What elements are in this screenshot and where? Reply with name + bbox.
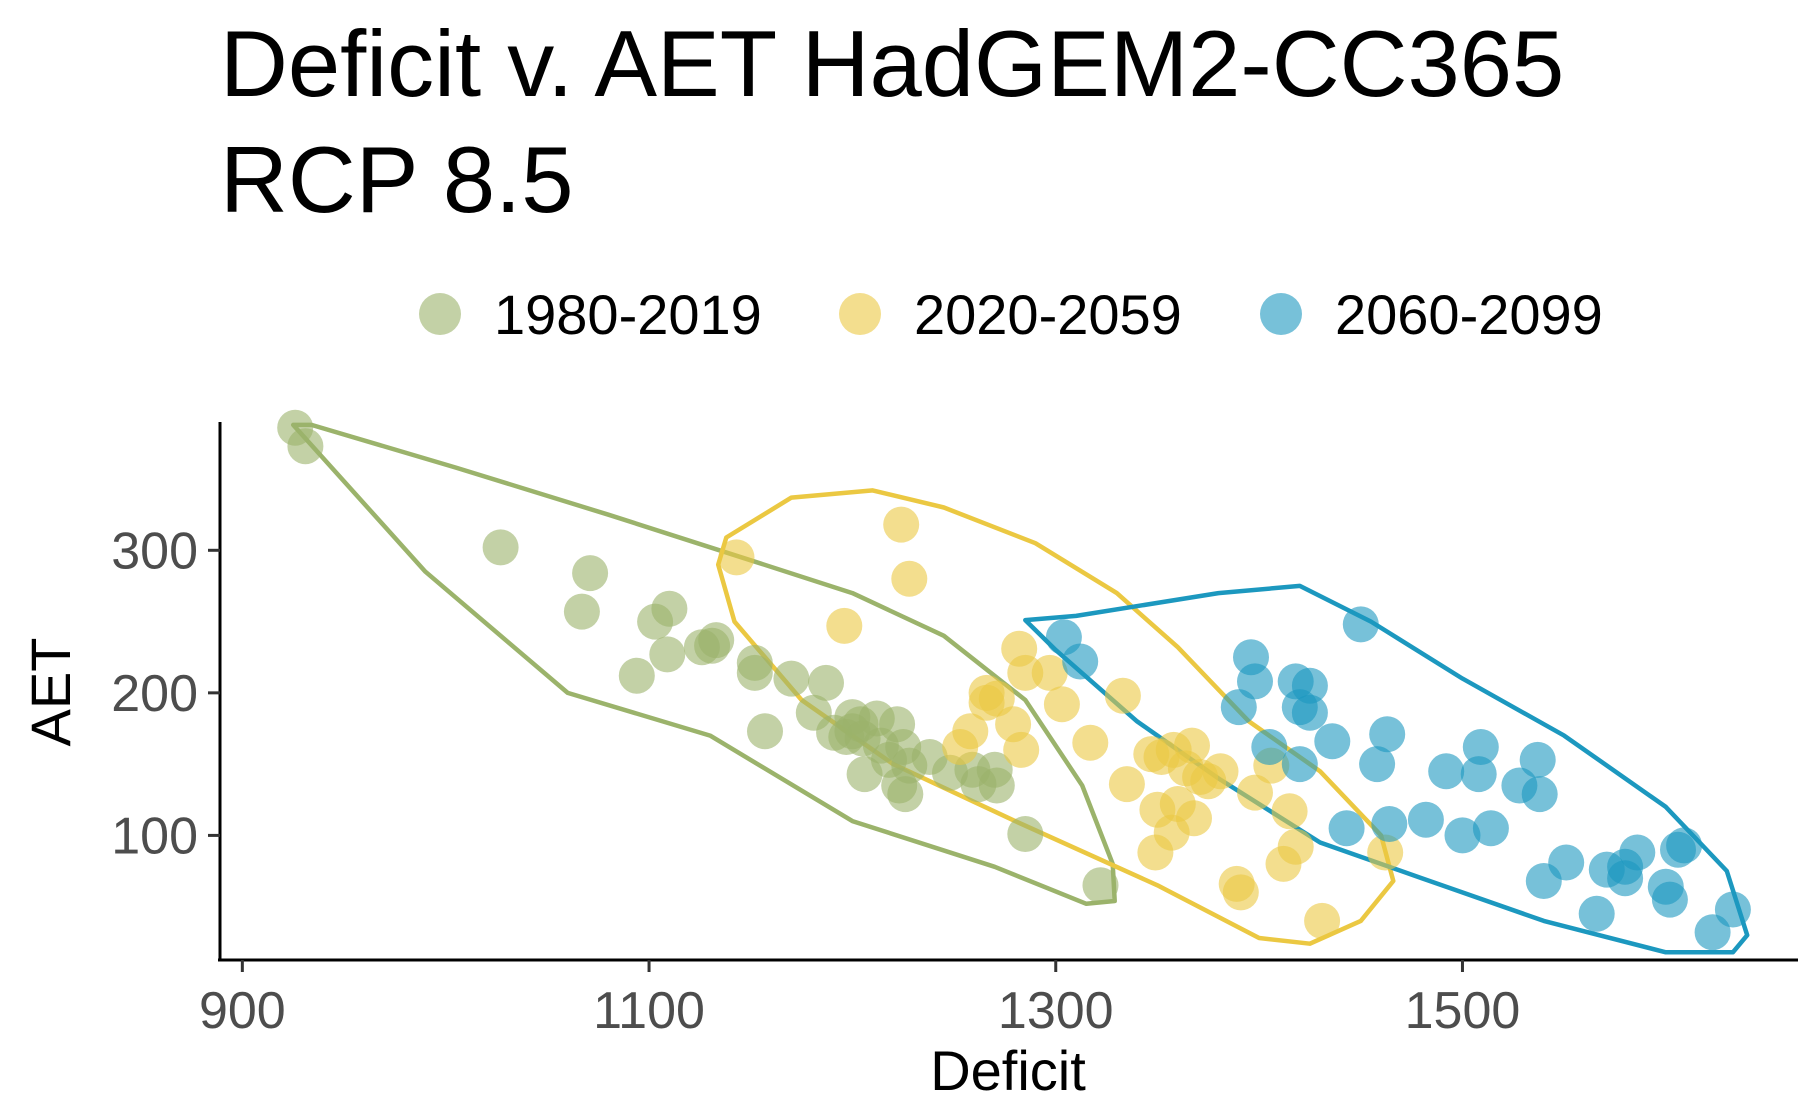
data-point-2060-2099-15 <box>1328 810 1365 847</box>
data-point-2020-2059-9 <box>1031 654 1068 691</box>
data-point-1980-2019-15 <box>808 664 844 701</box>
data-point-2060-2099-11 <box>1314 723 1351 760</box>
x-axis-ticks: 900 1100 1300 1500 <box>199 960 1520 1040</box>
data-point-2060-2099-38 <box>1714 891 1751 928</box>
data-point-1980-2019-40 <box>1082 867 1119 904</box>
data-point-2020-2059-12 <box>1104 677 1141 714</box>
data-point-2060-2099-34 <box>1651 881 1688 918</box>
legend-key-2020-2059 <box>839 293 881 335</box>
data-point-2060-2099-16 <box>1371 806 1408 842</box>
data-point-1980-2019-39 <box>1007 816 1044 852</box>
data-point-2020-2059-10 <box>1043 686 1080 723</box>
data-point-2020-2059-37 <box>1265 845 1302 882</box>
data-point-2060-2099-9 <box>1291 694 1328 731</box>
data-point-1980-2019-6 <box>651 590 688 627</box>
data-point-2060-2099-32 <box>1619 834 1656 871</box>
data-point-1980-2019-13 <box>736 654 773 691</box>
chart-title-line-1: Deficit v. AET HadGEM2-CC365 <box>220 11 1564 116</box>
data-point-2020-2059-11 <box>1072 724 1109 761</box>
data-point-1980-2019-37 <box>978 767 1015 804</box>
data-point-1980-2019-38 <box>747 713 783 750</box>
legend-label-2020-2059: 2020-2059 <box>914 283 1182 346</box>
data-point-2060-2099-14 <box>1369 716 1406 753</box>
data-point-2060-2099-25 <box>1521 776 1558 813</box>
data-point-1980-2019-11 <box>694 627 731 664</box>
data-point-2020-2059-3 <box>826 607 863 644</box>
data-point-2060-2099-24 <box>1519 741 1556 778</box>
data-point-1980-2019-2 <box>482 529 519 566</box>
data-point-2020-2059-35 <box>1271 793 1308 830</box>
data-point-2020-2059-24 <box>1108 766 1145 803</box>
data-point-2020-2059-39 <box>1367 834 1404 871</box>
data-point-2060-2099-18 <box>1428 753 1465 790</box>
data-point-2060-2099-5 <box>1251 729 1288 765</box>
data-point-2020-2059-29 <box>1137 834 1174 871</box>
data-point-2060-2099-4 <box>1237 663 1273 700</box>
legend-label-2060-2099: 2060-2099 <box>1335 283 1603 346</box>
data-points <box>277 409 1751 951</box>
x-tick-label-1300: 1300 <box>998 982 1114 1040</box>
data-point-2020-2059-0 <box>718 539 755 576</box>
data-point-2060-2099-27 <box>1548 844 1585 881</box>
data-point-2060-2099-17 <box>1407 801 1444 838</box>
y-tick-label-200: 200 <box>111 665 198 723</box>
data-point-1980-2019-1 <box>287 428 324 465</box>
data-point-2020-2059-28 <box>1176 800 1212 837</box>
data-point-1980-2019-30 <box>846 756 883 793</box>
data-point-2020-2059-38 <box>1304 902 1341 939</box>
data-point-1980-2019-8 <box>649 636 686 673</box>
x-tick-label-1500: 1500 <box>1405 982 1521 1040</box>
data-point-2060-2099-12 <box>1342 606 1379 643</box>
data-point-2060-2099-22 <box>1472 810 1509 847</box>
legend: 1980-2019 2020-2059 2060-2099 <box>419 283 1603 346</box>
data-point-2020-2059-16 <box>942 729 979 765</box>
data-point-2060-2099-13 <box>1359 746 1396 783</box>
legend-key-2060-2099 <box>1260 293 1302 335</box>
chart-title-line-2: RCP 8.5 <box>220 127 574 232</box>
x-tick-label-1100: 1100 <box>593 982 705 1040</box>
data-point-2020-2059-30 <box>1190 763 1227 800</box>
data-point-1980-2019-32 <box>887 776 924 813</box>
x-axis-title: Deficit <box>930 1039 1086 1102</box>
data-point-1980-2019-7 <box>618 657 655 694</box>
data-point-2020-2059-6 <box>978 680 1015 717</box>
data-point-2020-2059-2 <box>891 560 928 597</box>
data-point-1980-2019-3 <box>572 555 609 592</box>
data-point-1980-2019-14 <box>773 660 810 697</box>
legend-key-1980-2019 <box>419 293 461 335</box>
x-tick-label-900: 900 <box>199 982 286 1040</box>
y-tick-label-300: 300 <box>111 522 198 580</box>
data-point-2060-2099-1 <box>1062 643 1099 680</box>
data-point-2060-2099-28 <box>1578 895 1615 932</box>
data-point-1980-2019-4 <box>563 593 600 630</box>
data-point-2060-2099-2 <box>1220 689 1257 726</box>
y-tick-label-100: 100 <box>111 807 198 865</box>
data-point-2060-2099-19 <box>1444 817 1481 854</box>
legend-label-1980-2019: 1980-2019 <box>494 283 762 346</box>
data-point-2060-2099-36 <box>1666 827 1703 864</box>
data-point-2060-2099-20 <box>1460 756 1497 793</box>
data-point-2020-2059-32 <box>1222 874 1259 911</box>
data-point-2020-2059-33 <box>1237 774 1273 811</box>
data-point-2020-2059-14 <box>1003 731 1040 768</box>
y-axis-title: AET <box>19 638 82 747</box>
plot-area <box>277 409 1751 955</box>
data-point-2020-2059-1 <box>883 506 920 543</box>
y-axis-ticks: 100 200 300 <box>111 522 220 865</box>
data-point-2060-2099-8 <box>1291 667 1328 704</box>
data-point-2060-2099-10 <box>1281 746 1318 783</box>
data-point-2060-2099-21 <box>1462 729 1499 765</box>
